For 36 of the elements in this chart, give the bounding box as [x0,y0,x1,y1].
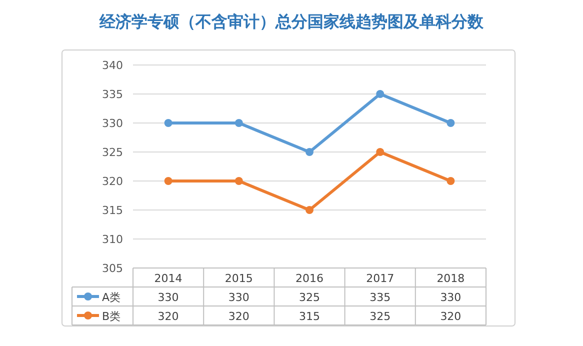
data-label: 330 [440,291,462,304]
data-label: 325 [370,310,391,323]
x-tick-label: 2017 [366,272,394,285]
y-tick-label: 340 [102,59,123,72]
point [234,177,243,185]
data-label: 320 [440,310,462,323]
legend-label: B类 [102,310,121,323]
point [376,90,384,98]
y-tick-label: 325 [102,146,123,159]
x-tick-label: 2018 [436,272,465,285]
data-label: 330 [158,291,179,304]
point [446,177,455,185]
point [164,177,172,185]
data-label: 315 [299,310,320,323]
y-tick-label: 315 [102,204,123,217]
y-tick-label: 335 [102,88,123,101]
x-tick-label: 2016 [296,272,324,285]
data-label: 320 [228,310,250,323]
point [164,119,172,127]
y-tick-label: 305 [102,262,123,275]
point [306,206,314,214]
y-tick-label: 330 [102,117,123,130]
data-label: 335 [370,291,391,304]
chart-title: 经济学专硕（不含审计）总分国家线趋势图及单科分数 [98,12,484,31]
x-tick-label: 2014 [154,272,182,285]
x-tick-label: 2015 [224,272,253,285]
legend-label: A类 [102,291,121,304]
point [376,148,384,156]
data-label: 325 [299,291,320,304]
point [306,148,314,156]
data-label: 320 [158,310,179,323]
point [446,119,455,127]
point [234,119,243,127]
data-label: 330 [228,291,250,304]
y-tick-label: 310 [102,233,123,246]
y-tick-label: 320 [102,175,123,188]
